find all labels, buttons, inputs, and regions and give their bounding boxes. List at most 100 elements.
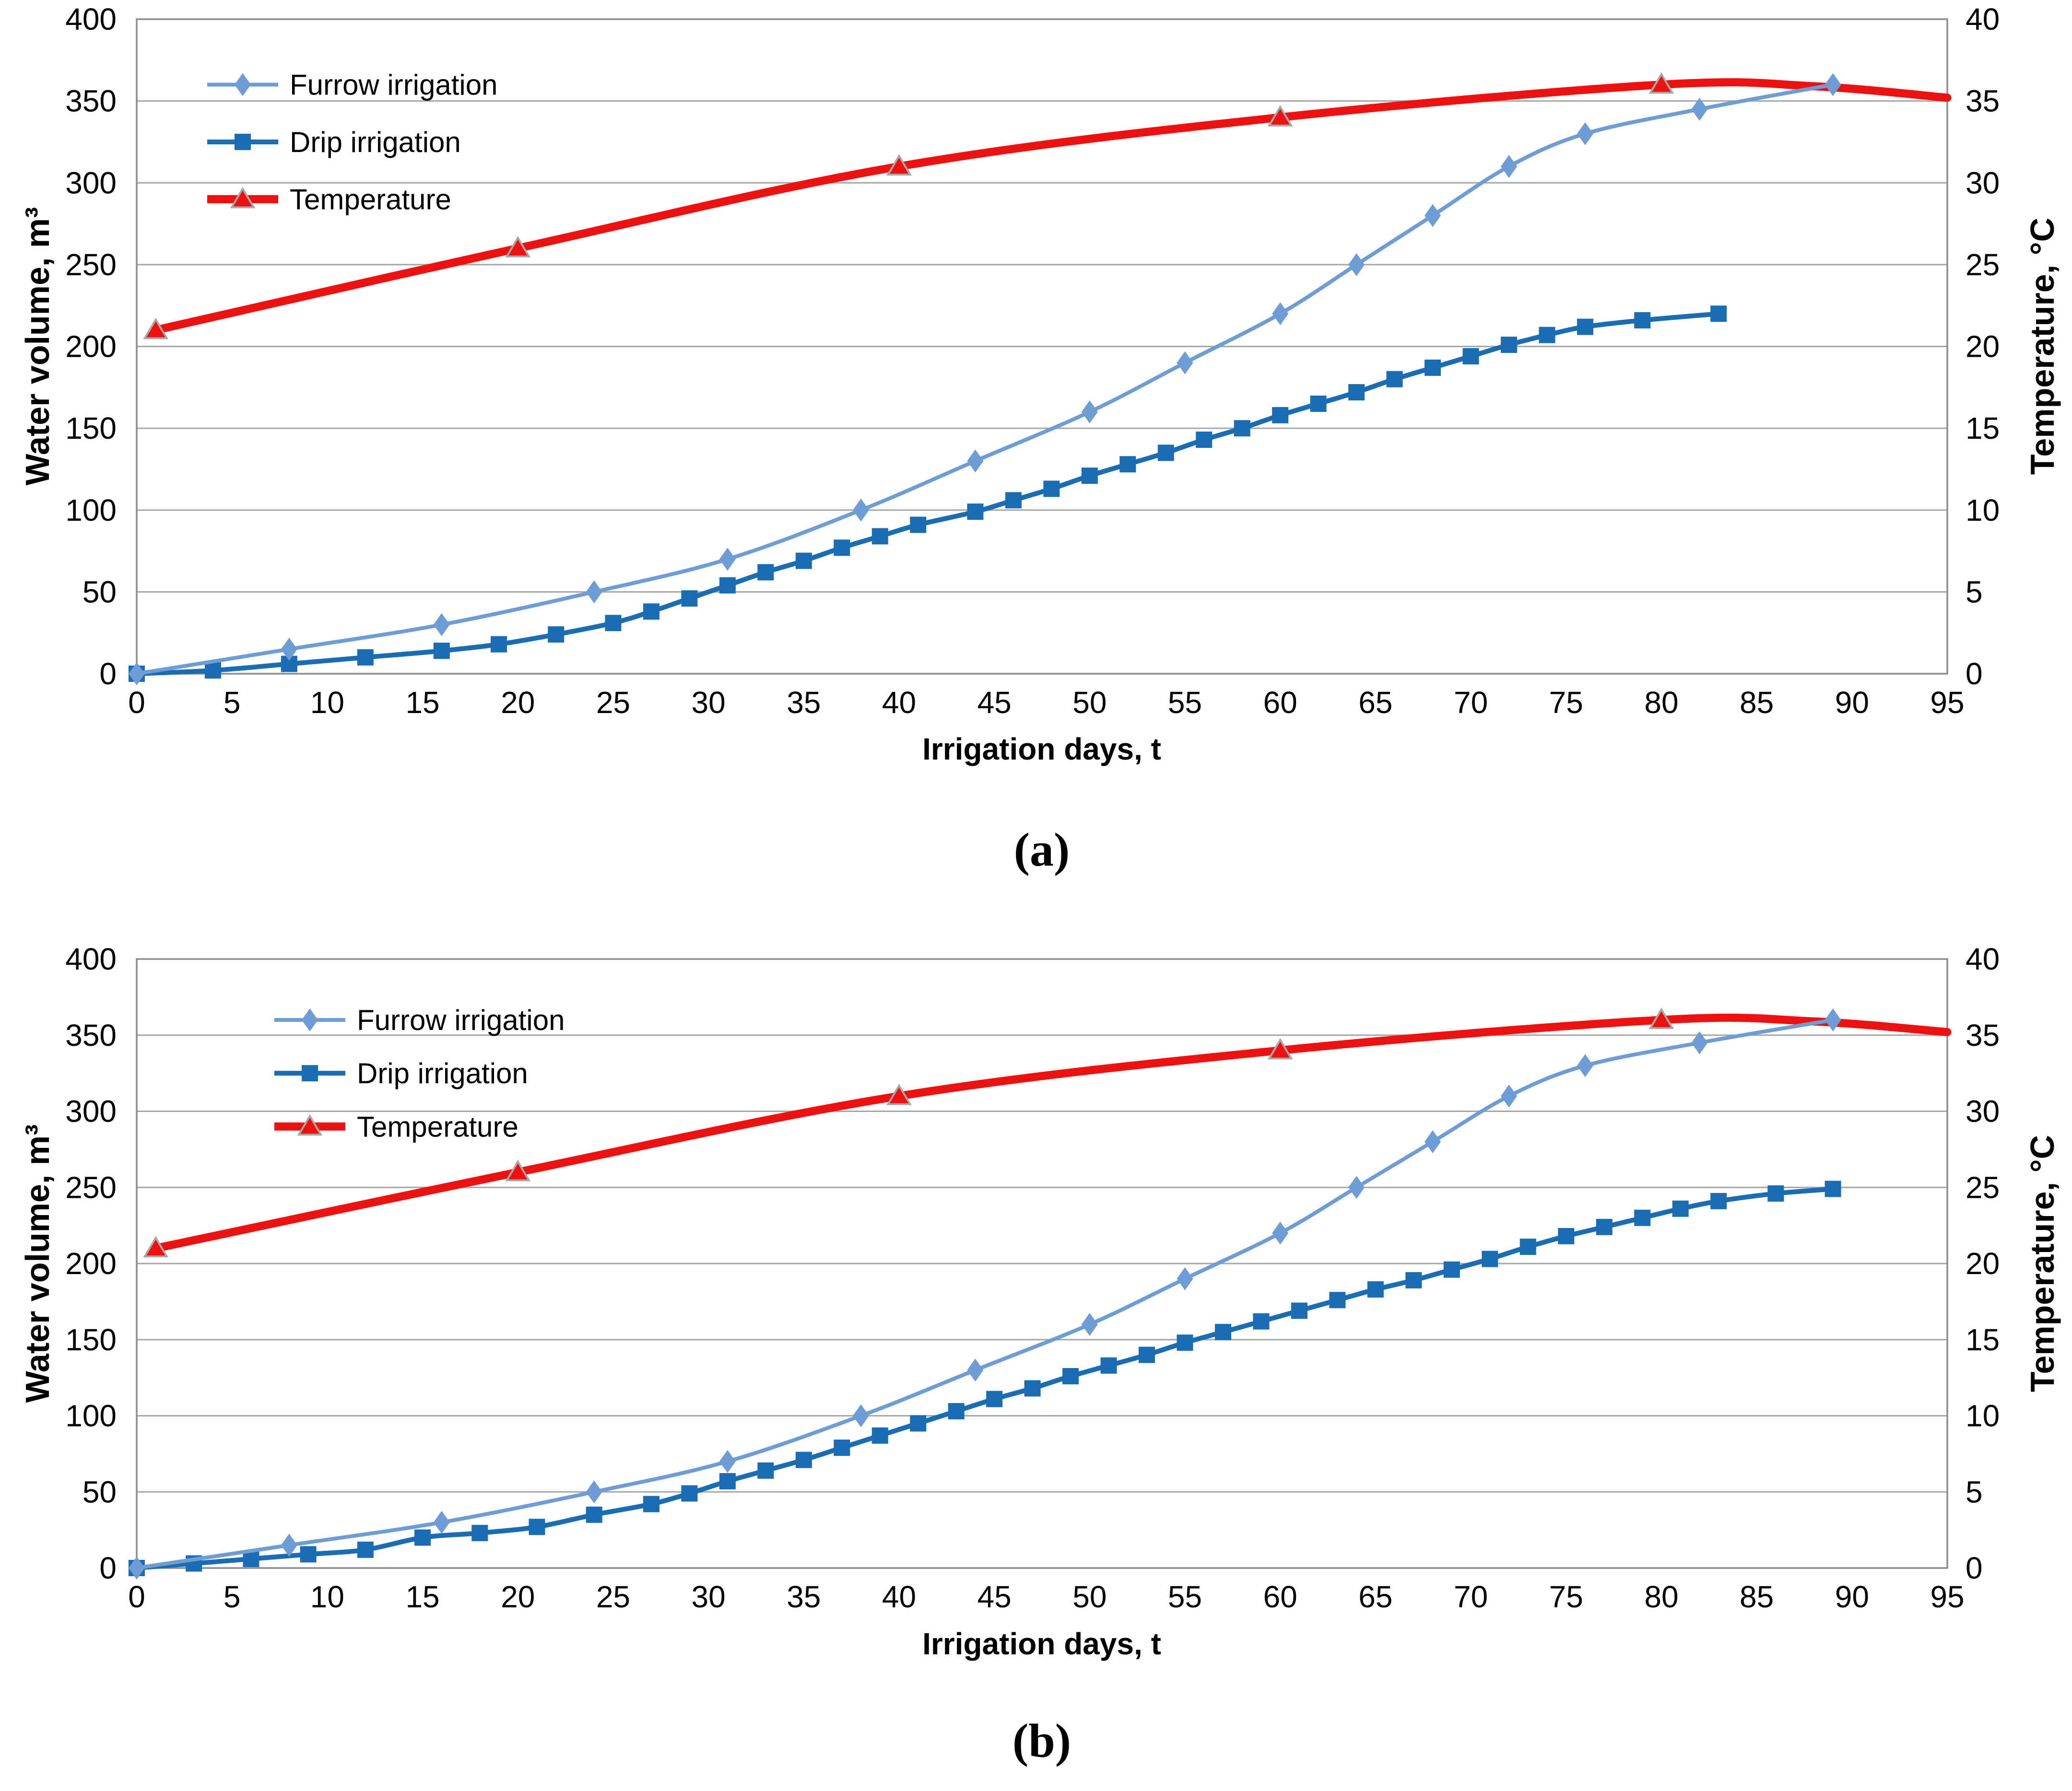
x-tick-label: 40 — [882, 685, 916, 720]
x-tick-label: 90 — [1835, 685, 1869, 720]
x-tick-label: 80 — [1644, 685, 1678, 720]
drip-marker — [1710, 1193, 1727, 1209]
x-tick-label: 0 — [128, 1580, 145, 1614]
temperature-marker — [1267, 1038, 1293, 1060]
drip-marker — [757, 1462, 774, 1479]
drip-marker — [834, 1440, 850, 1456]
furrow-marker — [586, 1480, 602, 1504]
drip-line — [134, 311, 1721, 676]
x-tick-label: 25 — [596, 1580, 630, 1614]
drip-marker — [1081, 468, 1098, 484]
x-tick-label: 5 — [224, 1580, 241, 1614]
y-left-tick-label: 200 — [65, 1246, 117, 1281]
x-tick-label: 60 — [1263, 685, 1297, 720]
temperature-marker — [886, 1083, 912, 1105]
drip-marker — [471, 1524, 488, 1541]
temperature-markers — [143, 1007, 1674, 1258]
x-tick-label: 10 — [310, 1580, 344, 1614]
legend-label: Drip irrigation — [290, 126, 461, 158]
furrow-marker — [1825, 1008, 1841, 1031]
y-right-tick-label: 40 — [1966, 2, 2000, 36]
drip-marker — [548, 626, 565, 643]
y-left-tick-label: 150 — [65, 411, 117, 445]
y-left-tick-label: 0 — [99, 1551, 117, 1585]
chart-a-caption: (a) — [1013, 823, 1070, 877]
y-left-tick-label: 300 — [65, 165, 117, 200]
x-tick-label: 35 — [787, 1580, 821, 1614]
furrow-marker — [1081, 1313, 1098, 1336]
x-tick-label: 70 — [1454, 685, 1488, 720]
legend-item: Furrow irrigation — [274, 1004, 565, 1036]
legend-furrow-marker — [235, 73, 251, 96]
x-tick-label: 30 — [692, 685, 726, 720]
y-left-tick-label: 350 — [65, 84, 117, 118]
furrow-markers — [129, 1008, 1841, 1580]
furrow-marker — [1177, 351, 1193, 375]
drip-marker — [834, 539, 850, 556]
y-right-tick-label: 35 — [1966, 84, 2000, 118]
y-left-tick-label: 250 — [65, 247, 117, 282]
x-tick-label: 15 — [405, 685, 439, 720]
drip-marker — [910, 516, 927, 533]
drip-marker — [1767, 1185, 1784, 1202]
drip-marker — [1119, 456, 1136, 473]
drip-marker — [1710, 305, 1727, 322]
chart-b-caption: (b) — [1012, 1714, 1071, 1768]
y-left-tick-label: 300 — [65, 1094, 117, 1129]
x-tick-label: 70 — [1454, 1580, 1488, 1614]
furrow-marker — [719, 1450, 736, 1473]
furrow-marker — [1691, 97, 1708, 121]
plot-border — [136, 958, 1948, 1569]
legend-label: Temperature — [290, 183, 451, 215]
legend-b: Furrow irrigation Drip irrigation Temperat… — [274, 1004, 565, 1143]
legend-temperature-marker — [297, 1114, 323, 1136]
furrow-marker — [129, 662, 145, 685]
drip-marker — [1139, 1346, 1155, 1363]
x-tick-label: 90 — [1835, 1580, 1869, 1614]
y-left-tick-label: 100 — [65, 493, 117, 527]
chart-b: 4003503002502001501005004035302520151050… — [65, 942, 2000, 1614]
chart-b-x-axis-title: Irrigation days, t — [922, 1627, 1161, 1661]
chart-b-right-axis-title: Temperature, °C — [2024, 1135, 2061, 1393]
x-tick-label: 95 — [1930, 685, 1964, 720]
temperature-markers — [143, 72, 1674, 339]
drip-marker — [1462, 348, 1479, 364]
y-right-tick-label: 25 — [1966, 1170, 2000, 1205]
drip-marker — [795, 1452, 812, 1468]
drip-marker — [1558, 1228, 1575, 1244]
furrow-marker — [1272, 302, 1289, 326]
legend-label: Furrow irrigation — [290, 69, 497, 101]
y-left-tick-label: 100 — [65, 1399, 117, 1433]
drip-marker — [433, 643, 450, 659]
drip-marker — [986, 1391, 1003, 1407]
temperature-marker — [1267, 105, 1293, 127]
y-right-tick-label: 20 — [1966, 1246, 2000, 1281]
furrow-line — [135, 1018, 1835, 1570]
drip-marker — [1386, 371, 1403, 387]
drip-marker — [795, 552, 812, 569]
temperature-marker — [505, 235, 531, 258]
drip-marker — [414, 1529, 431, 1546]
drip-markers — [129, 305, 1727, 682]
drip-marker — [1825, 1181, 1841, 1197]
drip-marker — [910, 1415, 927, 1432]
furrow-marker — [967, 449, 984, 473]
x-tick-label: 55 — [1168, 1580, 1202, 1614]
furrow-line — [135, 82, 1835, 676]
y-right-tick-label: 40 — [1966, 942, 2000, 976]
drip-marker — [1367, 1281, 1384, 1298]
drip-marker — [1634, 312, 1651, 328]
drip-marker — [357, 1541, 374, 1558]
drip-marker — [1177, 1334, 1193, 1351]
y-right-tick-label: 0 — [1966, 1551, 1983, 1585]
y-right-tick-label: 20 — [1966, 329, 2000, 364]
drip-marker — [1024, 1380, 1041, 1397]
y-right-tick-label: 30 — [1966, 165, 2000, 200]
drip-marker — [586, 1506, 602, 1523]
drip-marker — [1310, 395, 1327, 412]
drip-marker — [605, 615, 622, 632]
y-right-tick-label: 5 — [1966, 574, 1983, 609]
x-tick-label: 40 — [882, 1580, 916, 1614]
furrow-marker — [1691, 1031, 1708, 1054]
x-tick-label: 0 — [128, 685, 145, 720]
